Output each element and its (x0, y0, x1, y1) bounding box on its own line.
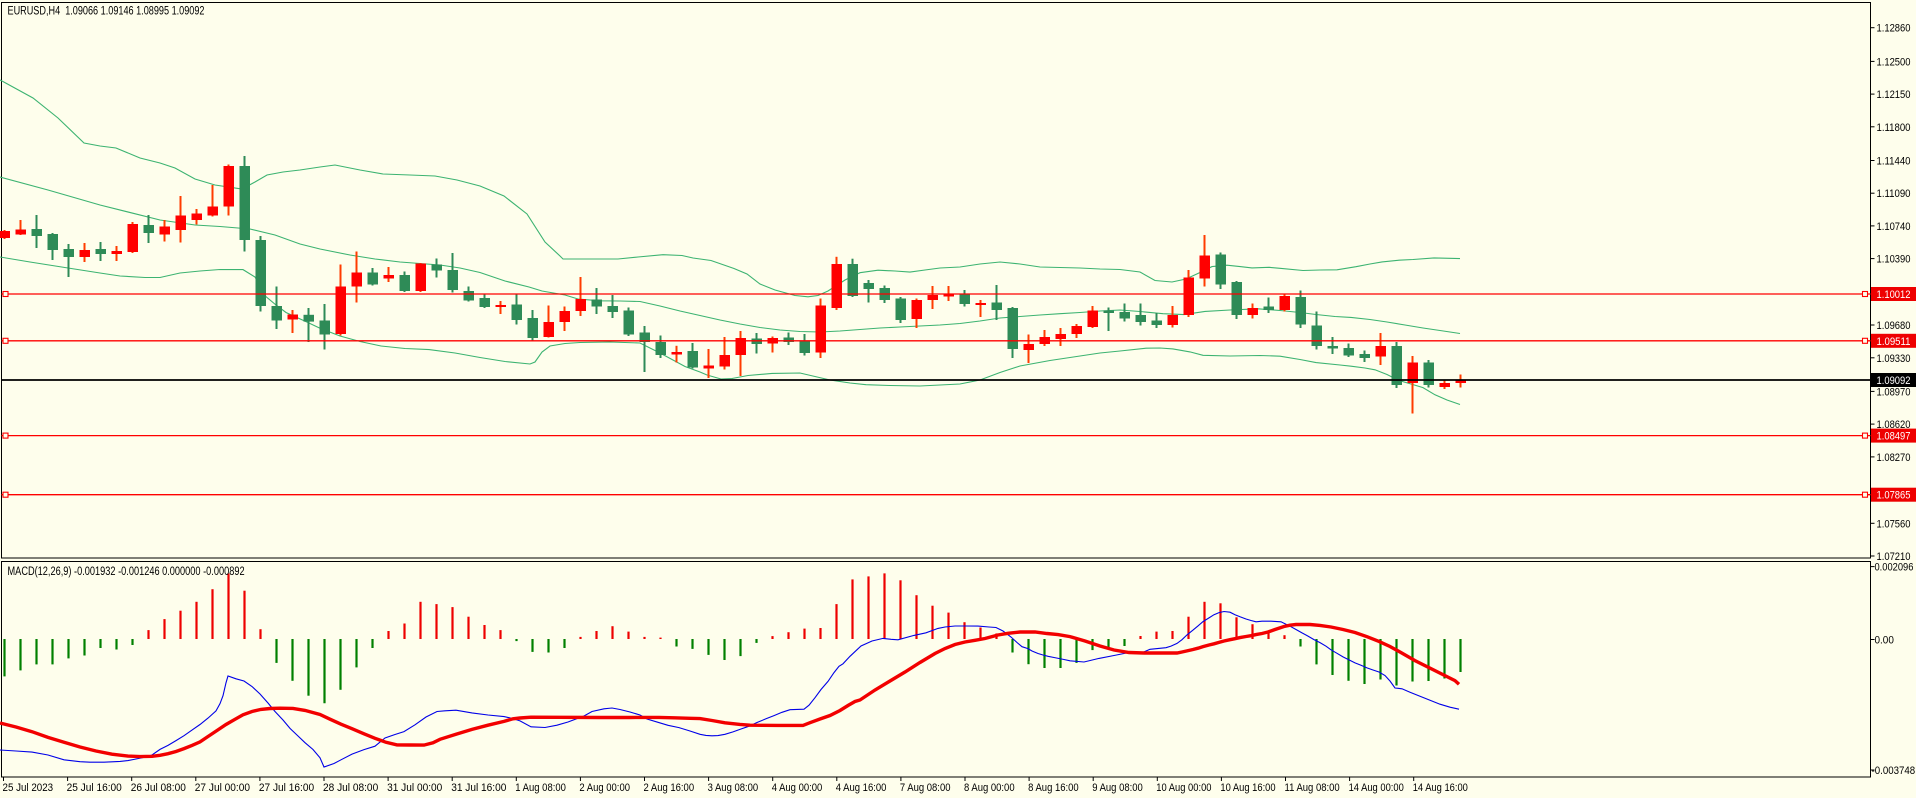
svg-text:1.09680: 1.09680 (1877, 320, 1911, 332)
svg-text:1.08270: 1.08270 (1877, 452, 1911, 464)
svg-text:11 Aug 08:00: 11 Aug 08:00 (1285, 782, 1340, 794)
svg-text:7 Aug 08:00: 7 Aug 08:00 (900, 782, 951, 794)
svg-text:0.00: 0.00 (1875, 635, 1894, 647)
svg-text:14 Aug 00:00: 14 Aug 00:00 (1349, 782, 1404, 794)
svg-text:1 Aug 08:00: 1 Aug 08:00 (515, 782, 566, 794)
svg-text:1.07560: 1.07560 (1877, 518, 1911, 530)
svg-text:31 Jul 16:00: 31 Jul 16:00 (451, 782, 506, 794)
svg-text:1.08620: 1.08620 (1877, 419, 1911, 431)
svg-text:8 Aug 00:00: 8 Aug 00:00 (964, 782, 1015, 794)
svg-text:9 Aug 08:00: 9 Aug 08:00 (1092, 782, 1143, 794)
svg-text:1.07865: 1.07865 (1877, 490, 1911, 502)
svg-text:25 Jul 2023: 25 Jul 2023 (3, 782, 54, 794)
svg-text:1.09330: 1.09330 (1877, 353, 1911, 365)
svg-text:-0.003748: -0.003748 (1872, 765, 1916, 777)
svg-text:1.11800: 1.11800 (1877, 122, 1911, 134)
svg-text:10 Aug 00:00: 10 Aug 00:00 (1156, 782, 1211, 794)
svg-text:1.12150: 1.12150 (1877, 89, 1911, 101)
svg-text:27 Jul 00:00: 27 Jul 00:00 (195, 782, 250, 794)
svg-text:1.11440: 1.11440 (1877, 156, 1911, 168)
svg-text:1.10390: 1.10390 (1877, 254, 1911, 266)
svg-text:EURUSD,H4 1.09066 1.09146 1.0: EURUSD,H4 1.09066 1.09146 1.08995 1.0909… (8, 6, 205, 18)
svg-text:8 Aug 16:00: 8 Aug 16:00 (1028, 782, 1079, 794)
svg-text:4 Aug 16:00: 4 Aug 16:00 (836, 782, 887, 794)
svg-text:10 Aug 16:00: 10 Aug 16:00 (1220, 782, 1275, 794)
svg-text:27 Jul 16:00: 27 Jul 16:00 (259, 782, 314, 794)
svg-text:14 Aug 16:00: 14 Aug 16:00 (1413, 782, 1468, 794)
svg-text:2 Aug 16:00: 2 Aug 16:00 (644, 782, 695, 794)
svg-text:28 Jul 08:00: 28 Jul 08:00 (323, 782, 378, 794)
svg-text:1.09511: 1.09511 (1877, 336, 1911, 348)
svg-text:1.12860: 1.12860 (1877, 23, 1911, 35)
svg-text:1.07210: 1.07210 (1877, 551, 1911, 563)
svg-text:3 Aug 08:00: 3 Aug 08:00 (708, 782, 759, 794)
svg-text:26 Jul 08:00: 26 Jul 08:00 (131, 782, 186, 794)
svg-text:1.11090: 1.11090 (1877, 188, 1911, 200)
svg-text:1.08497: 1.08497 (1877, 431, 1911, 443)
svg-text:1.10012: 1.10012 (1877, 289, 1911, 301)
svg-text:MACD(12,26,9) -0.001932 -0.001: MACD(12,26,9) -0.001932 -0.001246 0.0000… (8, 566, 245, 578)
svg-text:4 Aug 00:00: 4 Aug 00:00 (772, 782, 823, 794)
svg-text:25 Jul 16:00: 25 Jul 16:00 (67, 782, 122, 794)
svg-text:1.12500: 1.12500 (1877, 56, 1911, 68)
svg-text:31 Jul 00:00: 31 Jul 00:00 (387, 782, 442, 794)
svg-text:0.002096: 0.002096 (1875, 562, 1914, 574)
svg-text:1.10740: 1.10740 (1877, 221, 1911, 233)
svg-text:1.08970: 1.08970 (1877, 386, 1911, 398)
svg-text:2 Aug 00:00: 2 Aug 00:00 (579, 782, 630, 794)
svg-text:1.09092: 1.09092 (1877, 375, 1911, 387)
